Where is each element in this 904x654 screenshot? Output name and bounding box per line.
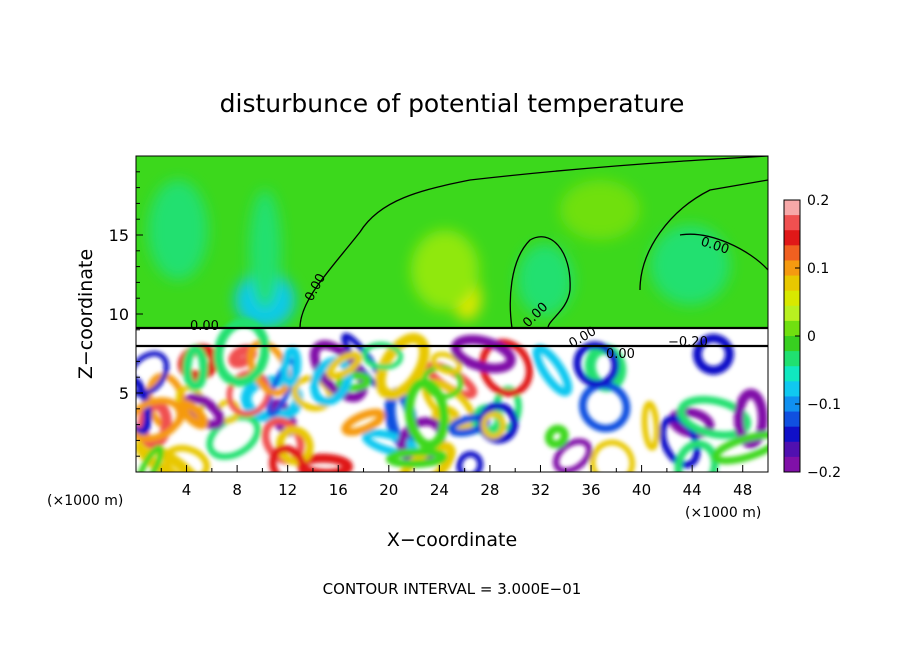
- x-axis-title: X−coordinate: [387, 529, 517, 551]
- eddy: [136, 439, 201, 472]
- eddy: [573, 341, 619, 388]
- contour-label: −0.20: [668, 335, 708, 350]
- x-axis: 4 8 12 16 20 24 28 32 36 40 44 48: [160, 465, 752, 499]
- colorbar-swatch: [784, 351, 800, 367]
- eddy: [711, 431, 768, 465]
- eddy: [579, 381, 631, 433]
- eddy: [136, 397, 184, 443]
- colorbar-swatch: [784, 290, 800, 307]
- colorbar-tick-label: 0.1: [807, 261, 829, 277]
- x-tick-label: 44: [683, 481, 702, 499]
- eddy: [544, 424, 569, 449]
- eddy: [385, 447, 448, 468]
- y-axis: 5 10 15: [109, 171, 143, 457]
- eddy: [641, 400, 660, 451]
- eddy: [733, 388, 768, 449]
- eddy: [375, 333, 430, 400]
- eddy: [137, 399, 172, 449]
- y-axis-title: Z−coordinate: [75, 249, 97, 379]
- colorbar-swatch: [784, 396, 800, 413]
- colorbar-swatch: [784, 320, 800, 337]
- contour-interval-note: CONTOUR INTERVAL = 3.000E−01: [323, 580, 582, 598]
- eddy: [326, 351, 362, 380]
- eddy: [532, 344, 573, 397]
- eddy: [404, 378, 449, 450]
- y-tick-label: 15: [109, 226, 129, 245]
- x-tick-label: 28: [480, 481, 499, 499]
- y-tick-label: 10: [109, 305, 129, 324]
- eddy: [659, 415, 701, 469]
- contour-lines: [136, 156, 768, 348]
- x-tick-label: 48: [733, 481, 752, 499]
- colorbar-tick-label: −0.2: [807, 465, 841, 481]
- eddy: [395, 441, 456, 472]
- lower-turbulence: [136, 317, 768, 472]
- upper-anomalies: [148, 180, 730, 328]
- colorbar-swatch: [784, 411, 800, 428]
- eddy: [341, 408, 386, 436]
- contour-label: 0.00: [190, 319, 219, 334]
- colorbar-swatch: [784, 275, 800, 292]
- x-tick-label: 4: [182, 481, 192, 499]
- colorbar-swatch: [784, 200, 800, 216]
- x-tick-label: 36: [581, 481, 600, 499]
- contour-label: 0.00: [606, 347, 635, 362]
- colorbar-swatch: [784, 366, 800, 382]
- eddy: [266, 358, 297, 417]
- colorbar-swatch: [784, 260, 800, 277]
- eddy: [456, 451, 484, 472]
- eddy: [692, 333, 734, 375]
- eddy: [280, 346, 302, 388]
- colorbar-swatch: [784, 381, 800, 397]
- y-tick-label: 5: [119, 384, 129, 403]
- x-tick-label: 24: [430, 481, 449, 499]
- eddy: [162, 444, 210, 472]
- colorbar-tick-label: −0.1: [807, 397, 841, 413]
- colorbar-tick-label: 0: [807, 329, 816, 345]
- x-tick-label: 8: [232, 481, 242, 499]
- x-tick-label: 12: [278, 481, 297, 499]
- colorbar-swatch: [784, 426, 800, 443]
- eddy: [213, 317, 270, 387]
- colorbar-swatch: [784, 245, 800, 261]
- eddy: [430, 351, 463, 375]
- eddy: [269, 444, 307, 472]
- colorbar-swatch: [784, 456, 800, 473]
- eddy: [182, 345, 209, 391]
- eddy: [674, 440, 719, 472]
- eddy: [335, 372, 372, 392]
- x-unit-right: (×1000 m): [685, 505, 761, 521]
- eddy: [552, 438, 593, 472]
- eddy: [677, 395, 752, 439]
- upper-white-band: [136, 328, 768, 346]
- x-tick-label: 32: [531, 481, 550, 499]
- eddy: [481, 411, 506, 440]
- x-unit-left: (×1000 m): [47, 493, 123, 509]
- eddy: [136, 351, 170, 397]
- plot-area: [136, 156, 768, 472]
- x-tick-label: 16: [329, 481, 348, 499]
- eddy: [136, 445, 164, 472]
- colorbar-swatch: [784, 230, 800, 246]
- chart-title: disturbunce of potential temperature: [220, 89, 685, 118]
- colorbar-swatch: [784, 215, 800, 231]
- x-tick-label: 20: [379, 481, 398, 499]
- colorbar: 0.2 0.1 0 −0.1 −0.2: [783, 193, 841, 481]
- eddy: [361, 341, 404, 370]
- colorbar-swatch: [784, 305, 800, 322]
- eddy: [589, 439, 636, 472]
- colorbar-swatch: [784, 441, 800, 458]
- colorbar-tick-label: 0.2: [807, 193, 829, 209]
- x-tick-label: 40: [632, 481, 651, 499]
- eddy: [177, 399, 209, 430]
- colorbar-swatch: [784, 336, 800, 352]
